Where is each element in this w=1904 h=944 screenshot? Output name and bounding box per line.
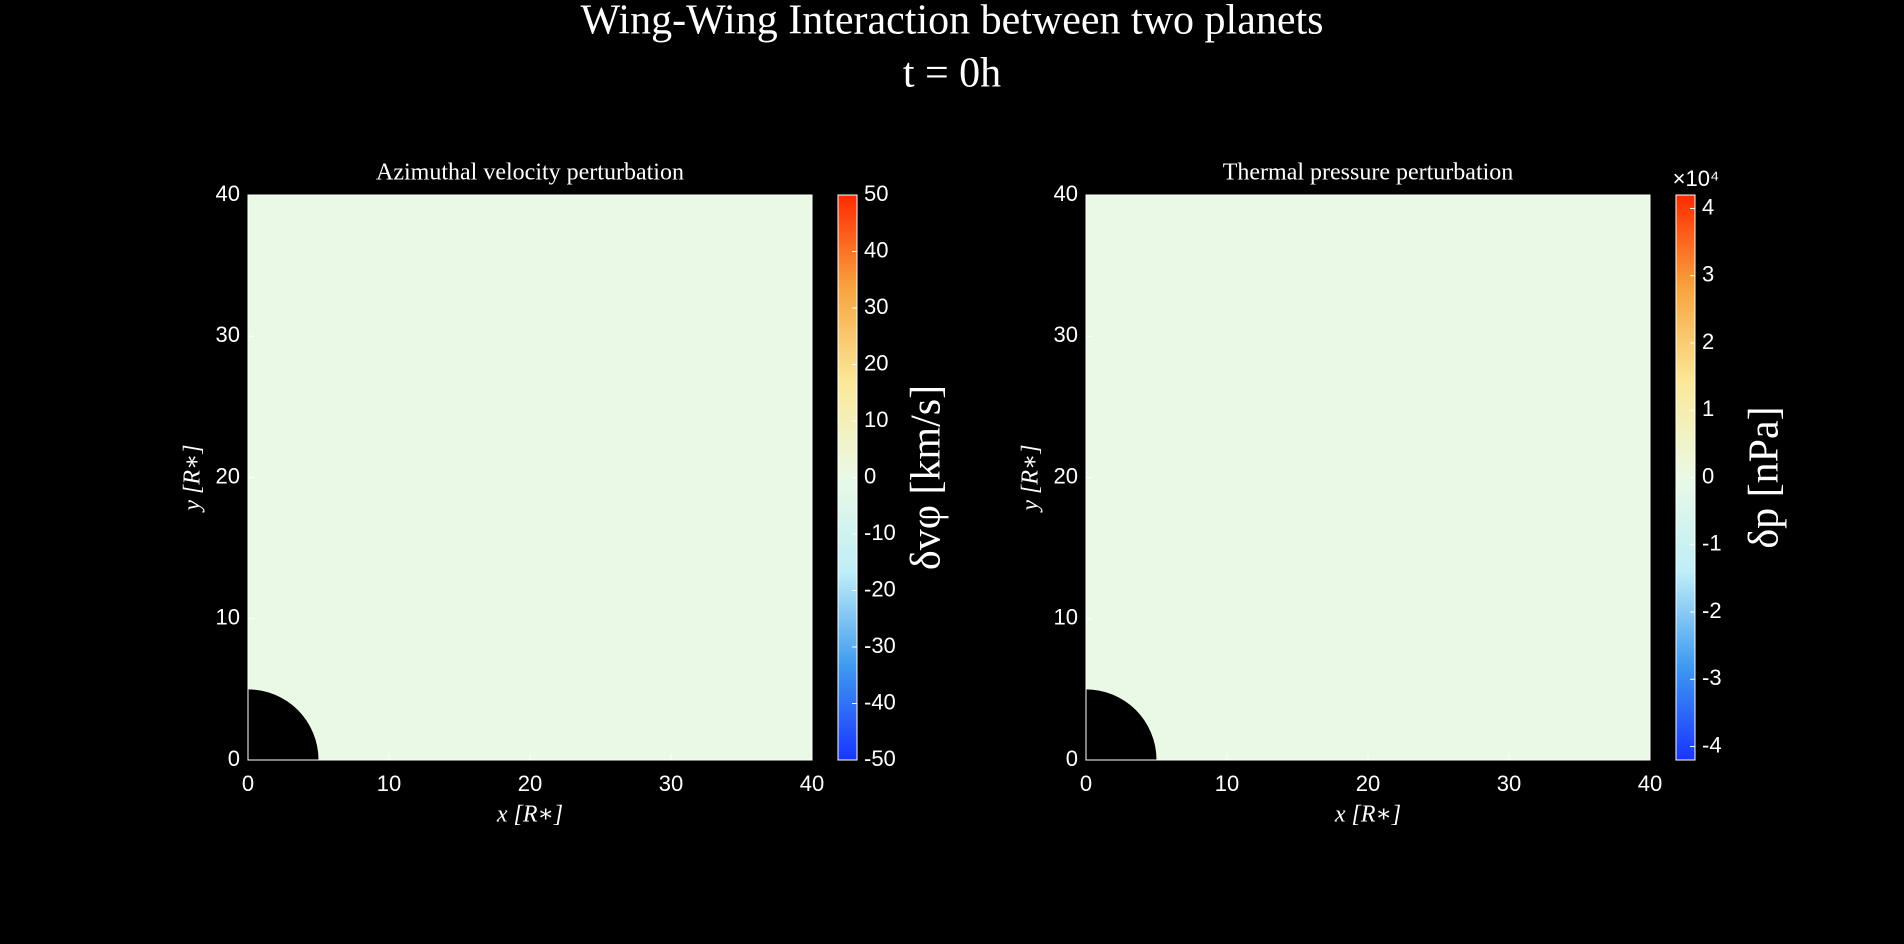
x-tick-label: 40	[800, 771, 824, 796]
y-tick-label: 20	[216, 463, 240, 488]
colorbar-tick-label: 4	[1702, 194, 1714, 219]
y-axis-label: y [R∗]	[1018, 444, 1044, 512]
figure-title: Wing-Wing Interaction between two planet…	[580, 0, 1323, 44]
x-tick-label: 30	[659, 771, 683, 796]
colorbar-tick-label: -3	[1702, 665, 1722, 690]
planet-body	[1086, 689, 1157, 760]
colorbar-tick-label: 2	[1702, 329, 1714, 354]
colorbar-tick-label: 1	[1702, 396, 1714, 421]
colorbar-tick-label: 10	[864, 407, 888, 432]
colorbar-tick-label: -40	[864, 689, 896, 714]
x-tick-label: 20	[1356, 771, 1380, 796]
x-tick-label: 40	[1638, 771, 1662, 796]
planet-body	[248, 689, 319, 760]
colorbar-tick-label: -30	[864, 633, 896, 658]
colorbar-tick-label: -50	[864, 746, 896, 771]
y-tick-label: 30	[216, 322, 240, 347]
colorbar-exponent: ×10⁴	[1673, 166, 1720, 191]
colorbar-tick-label: -4	[1702, 732, 1722, 757]
colorbar-tick-label: 50	[864, 181, 888, 206]
x-tick-label: 30	[1497, 771, 1521, 796]
colorbar-tick-label: 40	[864, 237, 888, 262]
heatmap-cell	[1086, 195, 1650, 760]
heatmap-cell	[248, 195, 812, 760]
colorbar-tick-label: 0	[1702, 463, 1714, 488]
x-axis-label: x [R∗]	[496, 802, 563, 828]
y-tick-label: 30	[1054, 322, 1078, 347]
y-tick-label: 0	[228, 746, 240, 771]
axes-title: Thermal pressure perturbation	[1223, 160, 1514, 186]
axes-title: Azimuthal velocity perturbation	[376, 160, 684, 186]
y-tick-label: 10	[1054, 605, 1078, 630]
x-tick-label: 10	[1215, 771, 1239, 796]
y-tick-label: 40	[216, 181, 240, 206]
x-tick-label: 0	[242, 771, 254, 796]
y-tick-label: 10	[216, 605, 240, 630]
y-axis-label: y [R∗]	[180, 444, 206, 512]
colorbar-tick-label: -2	[1702, 598, 1722, 623]
colorbar-tick-label: -20	[864, 576, 896, 601]
colorbar-tick-label: 3	[1702, 262, 1714, 287]
colorbar-label: δvφ [km/s]	[904, 385, 950, 570]
colorbar-tick-label: -1	[1702, 531, 1722, 556]
x-tick-label: 10	[377, 771, 401, 796]
colorbar-tick-label: 30	[864, 294, 888, 319]
colorbar-tick-label: 0	[864, 463, 876, 488]
colorbar-tick-label: -10	[864, 520, 896, 545]
y-tick-label: 0	[1066, 746, 1078, 771]
y-tick-label: 40	[1054, 181, 1078, 206]
figure-subtitle: t = 0h	[903, 51, 1001, 97]
x-tick-label: 0	[1080, 771, 1092, 796]
colorbar-label: δp [nPa]	[1742, 406, 1788, 548]
colorbar-tick-label: 20	[864, 350, 888, 375]
x-tick-label: 20	[518, 771, 542, 796]
y-tick-label: 20	[1054, 463, 1078, 488]
x-axis-label: x [R∗]	[1334, 802, 1401, 828]
